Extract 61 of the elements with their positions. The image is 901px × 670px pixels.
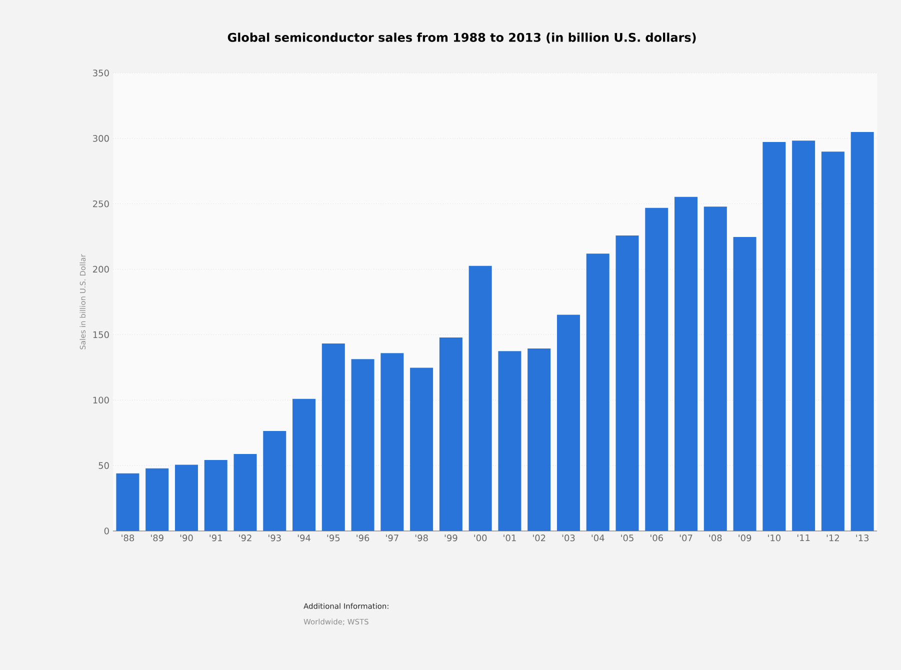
x-tick-label: '88 <box>122 534 134 542</box>
bar <box>528 348 551 531</box>
x-tick-label: '05 <box>621 534 634 542</box>
bar <box>351 359 374 531</box>
bar <box>116 473 140 531</box>
x-tick-label: '97 <box>386 534 398 542</box>
bar <box>821 152 844 531</box>
x-tick-label: '02 <box>533 534 546 542</box>
y-tick-label: 300 <box>93 135 109 142</box>
bar <box>439 337 462 531</box>
bar <box>733 236 756 531</box>
x-tick-label: '06 <box>650 534 663 542</box>
bar <box>174 464 198 531</box>
bar <box>762 142 786 531</box>
y-tick-label: 350 <box>93 70 109 76</box>
bar <box>498 351 522 531</box>
x-tick-label: '93 <box>268 534 281 542</box>
bar <box>234 454 257 531</box>
bar <box>292 398 316 531</box>
bar <box>850 132 874 531</box>
x-tick-label: '98 <box>415 534 428 542</box>
x-tick-label: '94 <box>298 534 310 542</box>
x-tick-label: '91 <box>210 534 222 542</box>
bar <box>586 254 610 531</box>
bar <box>704 206 727 531</box>
x-tick-label: '04 <box>592 534 604 542</box>
bar <box>468 266 492 531</box>
bar <box>674 196 698 531</box>
x-tick-label: '11 <box>797 534 810 542</box>
x-tick-label: '07 <box>680 534 692 542</box>
bar <box>645 208 668 531</box>
x-tick-label: '90 <box>180 534 193 542</box>
x-tick-label: '99 <box>444 534 458 542</box>
x-tick-label: '03 <box>562 534 575 542</box>
x-tick-label: '00 <box>474 534 487 542</box>
x-tick-label: '13 <box>856 534 869 542</box>
y-tick-label: 150 <box>93 331 109 338</box>
x-tick-label: '09 <box>738 534 752 542</box>
bar <box>263 431 286 531</box>
x-tick-label: '89 <box>151 534 164 542</box>
y-tick-label: 100 <box>93 396 109 404</box>
bar <box>410 368 434 531</box>
bar <box>380 353 404 531</box>
bar <box>322 343 345 531</box>
chart-title: Global semiconductor sales from 1988 to 2013 (in billion U.S. dollars) <box>228 32 696 44</box>
bar <box>556 314 580 531</box>
x-tick-label: '96 <box>356 534 370 542</box>
bar <box>792 140 816 531</box>
y-tick-label: 50 <box>98 462 109 469</box>
x-tick-label: '12 <box>826 534 839 542</box>
bar <box>616 236 639 531</box>
y-tick-label: 250 <box>93 200 109 208</box>
bar <box>204 460 228 531</box>
x-tick-label: '08 <box>709 534 722 542</box>
y-tick-label: 200 <box>93 266 109 273</box>
x-tick-label: '92 <box>239 534 252 542</box>
x-tick-label: '01 <box>504 534 516 542</box>
x-tick-label: '95 <box>327 534 340 542</box>
x-tick-label: '10 <box>768 534 781 542</box>
bar <box>146 468 169 531</box>
y-tick-label: 0 <box>104 528 109 534</box>
